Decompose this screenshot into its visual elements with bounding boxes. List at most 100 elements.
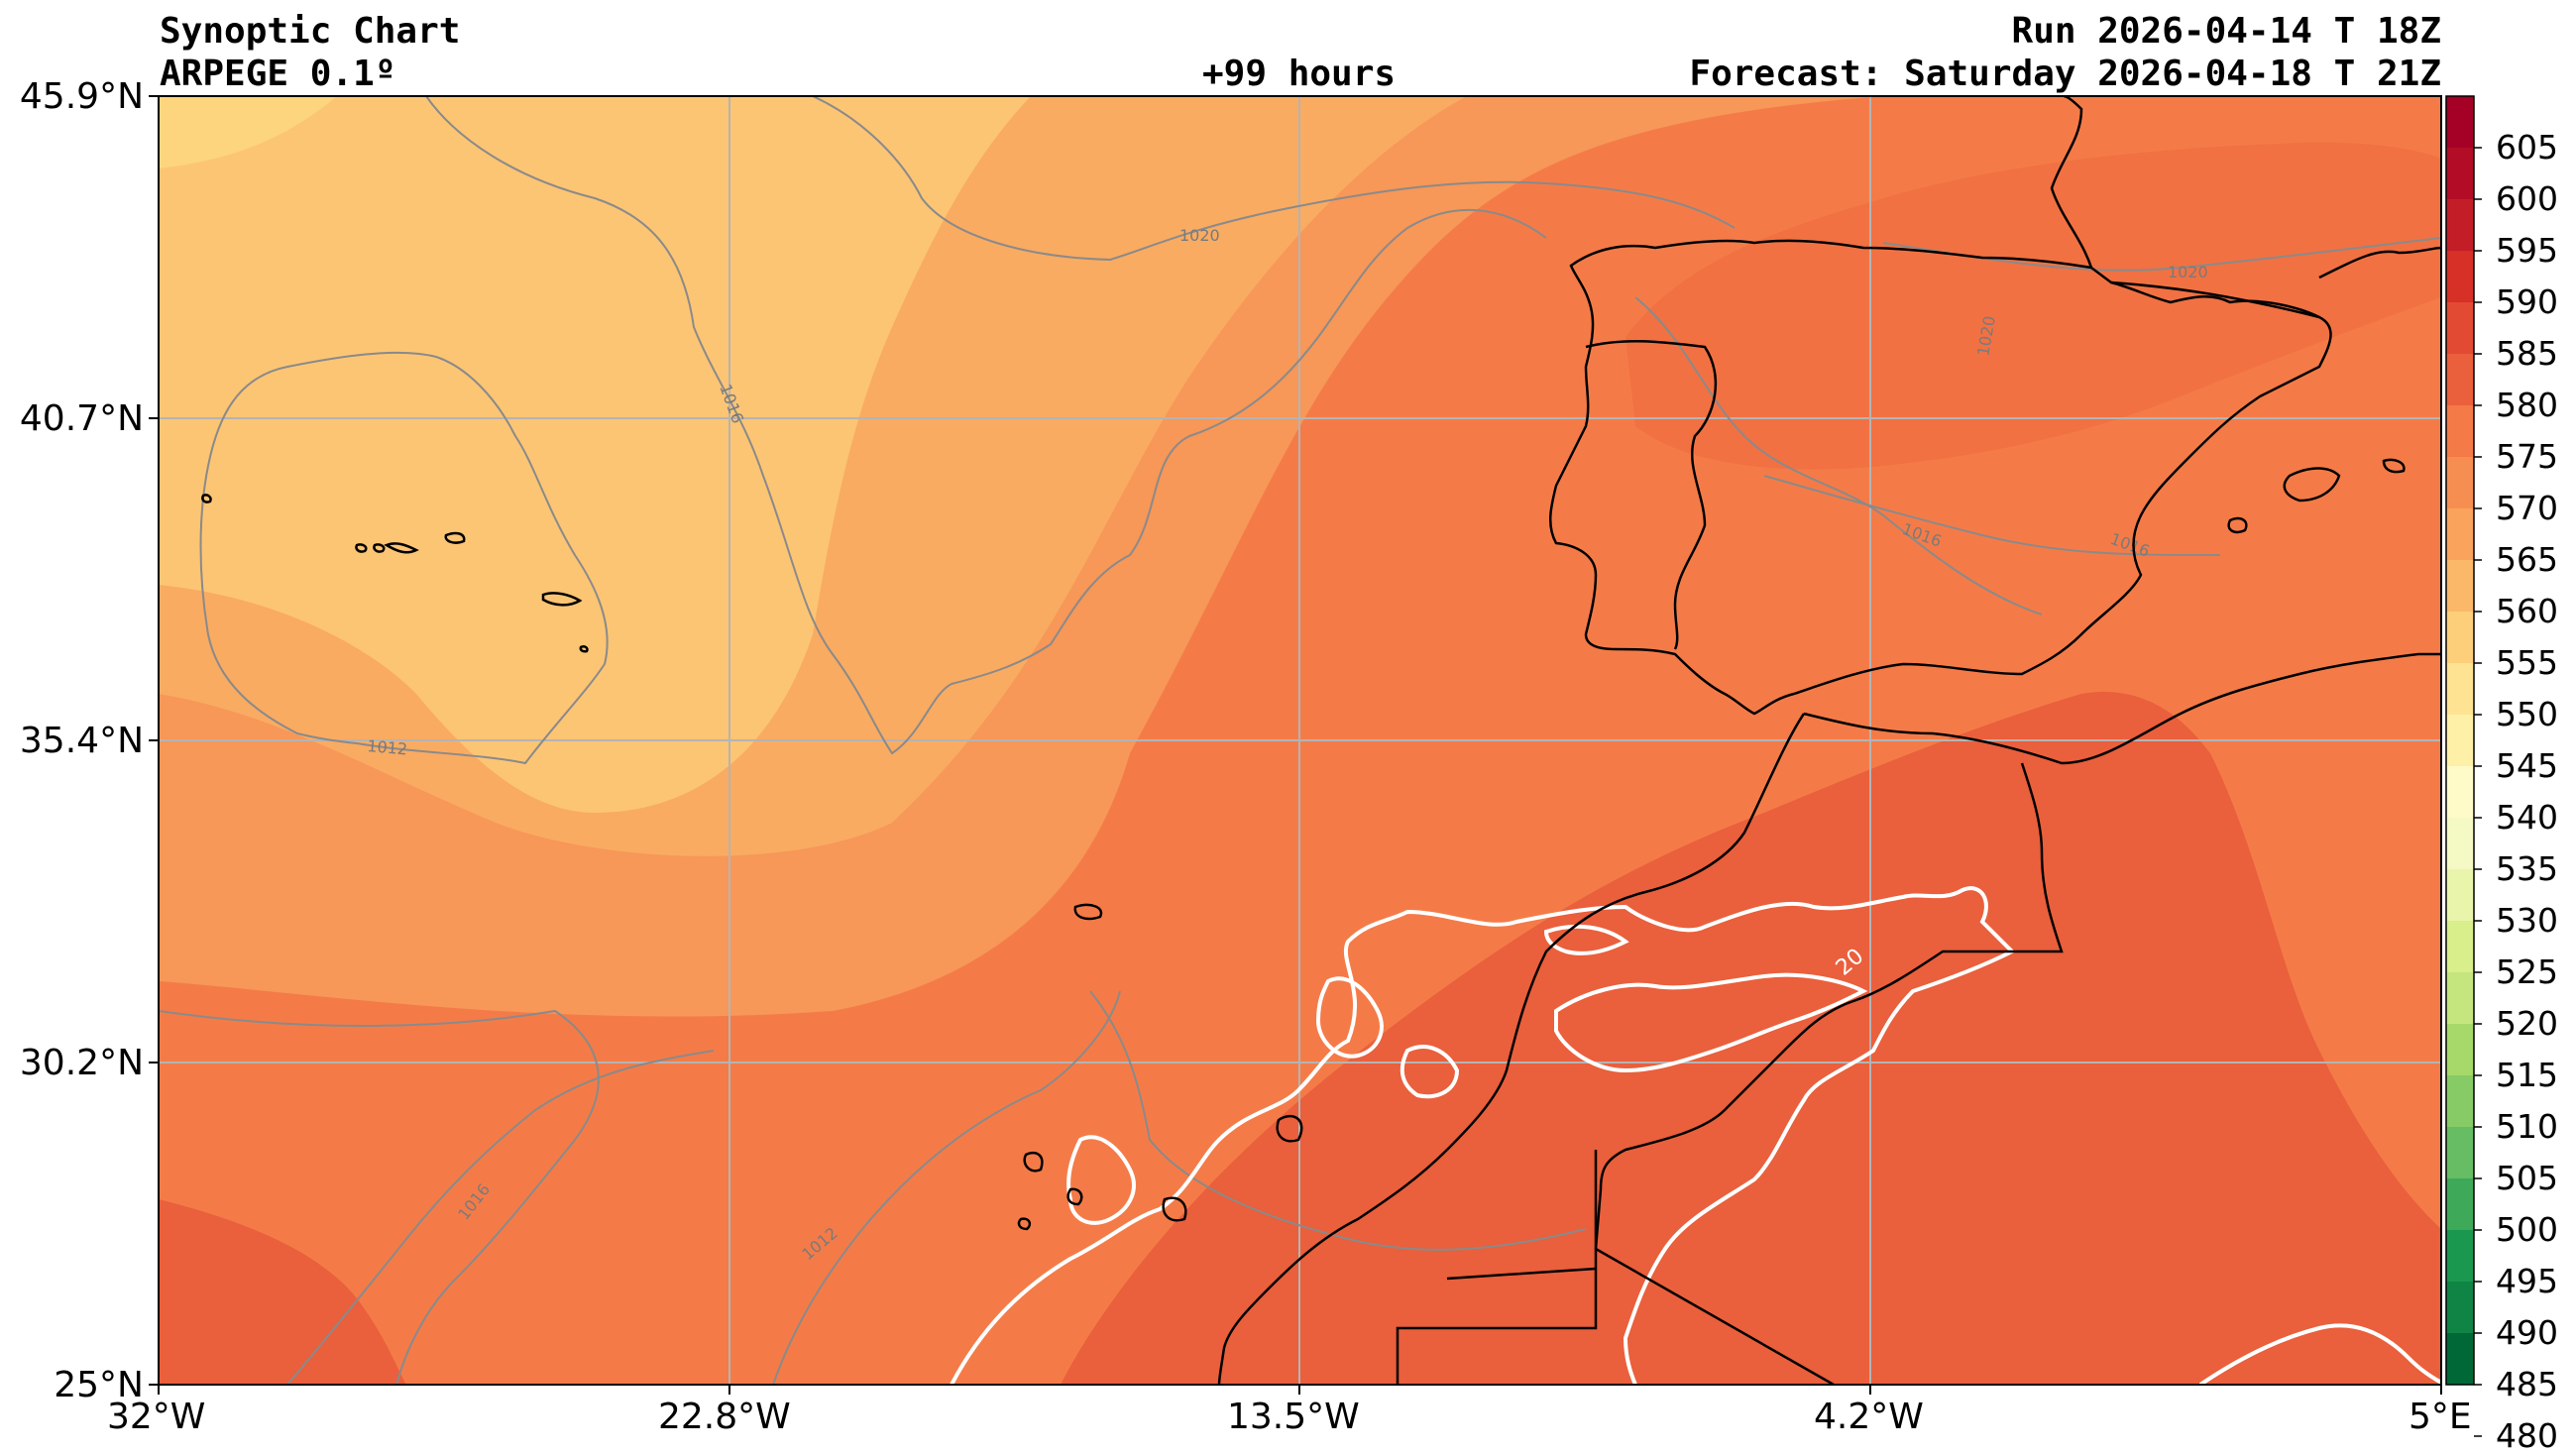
- colorbar-cell: [2446, 818, 2474, 870]
- colorbar-level-label: 560: [2496, 592, 2558, 630]
- colorbar-cell: [2446, 1178, 2474, 1231]
- colorbar-level-label: 590: [2496, 282, 2558, 321]
- isobar-sahara: [1089, 990, 1587, 1251]
- colorbar-cell: [2446, 869, 2474, 922]
- isobar-label: 1020: [1179, 226, 1220, 245]
- ticks: [149, 95, 2442, 1395]
- colorbar-level-label: 535: [2496, 849, 2558, 888]
- spain-france-border: [2110, 280, 2320, 319]
- lon-label: 22.8°W: [658, 1397, 791, 1437]
- isobar-1016c: [1763, 475, 2221, 556]
- azores-4: [444, 531, 466, 544]
- lon-label: 13.5°W: [1227, 1397, 1360, 1437]
- isobar-1020: [812, 96, 1736, 262]
- lat-label: 35.4°N: [19, 721, 144, 761]
- jet-contour-b: [1554, 972, 1868, 1073]
- mallorca: [2283, 467, 2341, 503]
- graticule: [159, 96, 2441, 1385]
- colorbar-level-label: 570: [2496, 489, 2558, 527]
- colorbar-level-label: 485: [2496, 1365, 2558, 1403]
- colorbar-cell: [2446, 251, 2474, 303]
- jet-contour-f: [1543, 924, 1629, 955]
- colorbar-level-label: 500: [2496, 1210, 2558, 1249]
- colorbar-cell: [2446, 1075, 2474, 1128]
- colorbar-level-label: 565: [2496, 540, 2558, 579]
- band-560: [159, 96, 1031, 813]
- colorbar-level-label: 545: [2496, 746, 2558, 785]
- isobar-1012c: [772, 990, 1121, 1385]
- colorbar-cell: [2446, 96, 2474, 149]
- colorbar-level-label: 595: [2496, 231, 2558, 270]
- canary-3: [1066, 1187, 1083, 1206]
- lat-label: 25°N: [54, 1365, 144, 1405]
- isobar-1016: [425, 96, 1547, 755]
- colorbar-level-label: 510: [2496, 1107, 2558, 1146]
- colorbar-level-label: 580: [2496, 386, 2558, 424]
- colorbar-level-label: 525: [2496, 952, 2558, 991]
- lat-label: 40.7°N: [19, 398, 144, 439]
- band-580b: [1625, 142, 2441, 470]
- colorbar-level-label: 555: [2496, 643, 2558, 682]
- colorbar-level-label: 495: [2496, 1262, 2558, 1300]
- lat-label: 30.2°N: [19, 1043, 144, 1083]
- france-coast: [2050, 96, 2093, 269]
- colorbar-level-label: 505: [2496, 1159, 2558, 1197]
- band-580c: [159, 1199, 406, 1385]
- w-sahara-north: [1446, 1267, 1597, 1281]
- isobar-label: 1020: [2168, 263, 2208, 281]
- colorbar-cell: [2446, 663, 2474, 716]
- w-sahara-border: [1396, 1150, 1598, 1385]
- jet-contour-c: [1066, 1135, 1136, 1225]
- jet-contour-g: [1400, 1045, 1460, 1099]
- azores-1: [541, 592, 583, 607]
- colorbar-level-label: 480: [2496, 1416, 2558, 1455]
- isobar-1012: [159, 1009, 600, 1385]
- azores-3: [373, 543, 386, 553]
- lead-time: +99 hours: [1202, 54, 1397, 94]
- isobar-label: 1012: [367, 736, 408, 758]
- lat-label: 45.9°N: [19, 76, 144, 117]
- colorbar-level-label: 490: [2496, 1313, 2558, 1352]
- jet-contour-d: [1315, 976, 1384, 1059]
- forecast-time: Forecast: Saturday 2026-04-18 T 21Z: [1689, 54, 2441, 94]
- menorca: [2382, 458, 2406, 474]
- colorbar-level-label: 550: [2496, 695, 2558, 733]
- colorbar-level-label: 585: [2496, 334, 2558, 373]
- colorbar-cell: [2446, 1127, 2474, 1179]
- chart-title: Synoptic Chart: [160, 11, 461, 52]
- colorbar-cell: [2446, 1024, 2474, 1076]
- colorbar-level-label: 575: [2496, 437, 2558, 476]
- colorbar-cell: [2446, 921, 2474, 973]
- france-med: [2318, 246, 2441, 280]
- colorbar: [2445, 95, 2482, 1437]
- band-555: [159, 96, 337, 168]
- run-time: Run 2026-04-14 T 18Z: [2011, 11, 2441, 52]
- colorbar-cell: [2446, 1333, 2474, 1386]
- lon-label: 4.2°W: [1814, 1397, 1924, 1437]
- colorbar-level-label: 515: [2496, 1056, 2558, 1094]
- colorbar-cell: [2446, 354, 2474, 406]
- colorbar-cell: [2446, 405, 2474, 458]
- canary-2: [1162, 1196, 1187, 1222]
- colorbar-level-label: 600: [2496, 179, 2558, 218]
- ibiza: [2227, 516, 2248, 534]
- morocco-algeria-border: [1594, 762, 2064, 1250]
- lon-label: 5°E: [2408, 1397, 2472, 1437]
- morocco-coast: [1217, 713, 1806, 1385]
- colorbar-cell: [2446, 199, 2474, 252]
- colorbar-cell: [2446, 1230, 2474, 1283]
- colorbar-frame: [2445, 95, 2475, 1386]
- canary-5: [1276, 1114, 1303, 1143]
- colorbar-level-label: 530: [2496, 901, 2558, 940]
- iberia-coast: [1549, 239, 2332, 716]
- portugal-border: [1585, 339, 1718, 650]
- colorbar-cell: [2446, 972, 2474, 1025]
- colorbar-cell: [2446, 560, 2474, 613]
- n-africa-med: [1803, 652, 2441, 765]
- coastlines: [201, 96, 2441, 1385]
- colorbar-cell: [2446, 457, 2474, 509]
- colorbar-cell: [2446, 612, 2474, 664]
- azores-2: [384, 542, 419, 554]
- madeira: [1073, 903, 1103, 921]
